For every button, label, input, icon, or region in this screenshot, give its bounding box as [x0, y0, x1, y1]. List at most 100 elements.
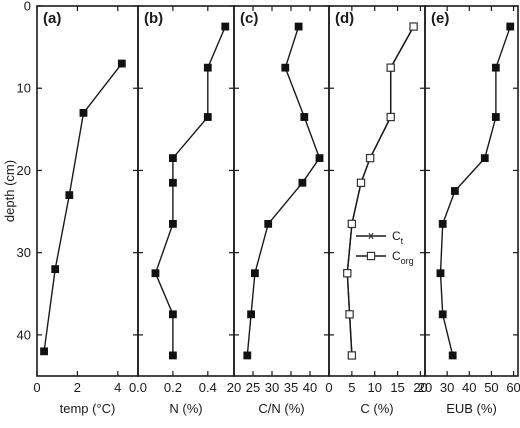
data-point-open-square-8: [347, 351, 357, 360]
series-line: [246, 26, 321, 356]
x-tick-label: 5: [348, 380, 355, 395]
data-point-filled-square-3: [51, 265, 60, 274]
legend-label: Corg: [392, 249, 414, 266]
data-point-filled-square-6: [151, 269, 160, 278]
panel-label: (e): [431, 10, 449, 27]
panel-2: (c) 20 25 30 35 40 C/N (%): [227, 5, 330, 416]
x-tick-label: 30: [440, 380, 454, 395]
x-tick-label: 0.4: [199, 380, 217, 395]
x-tick-label: 40: [462, 380, 476, 395]
data-point-open-square-2: [386, 112, 395, 122]
data-point-filled-square-7: [169, 310, 177, 319]
data-point-filled-square-2: [203, 113, 212, 121]
panel-label: (d): [335, 10, 354, 27]
data-point-filled-square-5: [264, 219, 273, 228]
x-tick-label: 50: [484, 380, 498, 395]
data-point-asterisk-legend-0: [367, 232, 375, 240]
x-tick-label: 15: [390, 380, 404, 395]
legend-label-main: C: [392, 229, 401, 243]
data-point-open-square-4: [356, 178, 366, 187]
series-0: [436, 22, 515, 360]
panel-frame: [233, 5, 330, 377]
x-tick-label: 30: [265, 380, 279, 395]
series-0: [343, 23, 418, 359]
x-tick-label: 25: [246, 380, 260, 395]
data-point-filled-square-7: [438, 310, 447, 319]
data-point-filled-square-3: [315, 154, 324, 163]
data-point-filled-square-1: [203, 63, 212, 72]
x-axis-title: N (%): [169, 401, 202, 416]
panel-label: (a): [43, 10, 61, 27]
x-tick-label: 4: [114, 380, 121, 395]
data-point-filled-square-0: [221, 22, 230, 31]
data-point-open-square-6: [343, 269, 352, 278]
y-axis-title: depth (cm): [2, 160, 17, 222]
y-tick-label: 10: [17, 81, 31, 96]
y-tick-label: 20: [17, 163, 31, 178]
data-point-filled-square-0: [294, 22, 303, 31]
x-tick-label: 20: [413, 380, 427, 395]
data-point-filled-square-6: [251, 269, 259, 278]
data-point-filled-square-3: [169, 154, 177, 163]
y-tick-label: 40: [17, 327, 31, 342]
data-point-open-square-5: [347, 219, 357, 229]
panel-1: (b) 0.0 0.2 0.4 N (%): [129, 5, 235, 416]
series-line: [154, 26, 226, 356]
x-tick-label: 0: [325, 380, 332, 395]
data-point-filled-square-0: [117, 59, 126, 68]
x-tick-label: 10: [367, 380, 381, 395]
x-axis-title: temp (°C): [60, 401, 116, 416]
legend-label-main: C: [392, 249, 401, 263]
panel-0: (a) 0 2 4 temp (°C) 0 10 20 30 40 depth (cm): [2, 0, 139, 416]
data-point-open-square-3: [365, 153, 375, 163]
data-point-filled-square-1: [491, 63, 500, 72]
x-tick-label: 0: [33, 380, 40, 395]
x-tick-label: 20: [227, 380, 241, 395]
chart-panels: (a) 0 2 4 temp (°C) 0 10 20 30 40 depth (cm) (b) 0.0…: [2, 0, 520, 416]
data-point-filled-square-2: [491, 113, 500, 121]
x-axis-title: EUB (%): [446, 401, 497, 416]
panel-label: (b): [144, 10, 163, 27]
data-point-open-square-7: [345, 310, 354, 319]
data-point-filled-square-2: [65, 191, 74, 200]
data-point-filled-square-1: [79, 108, 88, 117]
data-point-filled-square-0: [506, 22, 515, 31]
x-tick-label: 2: [74, 380, 81, 395]
data-point-filled-square-7: [247, 310, 255, 319]
data-point-open-square-1: [386, 63, 395, 72]
y-tick-label: 30: [17, 245, 31, 260]
data-point-filled-square-4: [40, 347, 48, 356]
series-line: [439, 26, 511, 356]
data-point-filled-square-5: [438, 219, 447, 228]
legend-label-subscript: org: [401, 256, 414, 266]
x-axis-title: C/N (%): [258, 401, 304, 416]
data-point-filled-square-1: [281, 63, 290, 72]
data-point-filled-square-4: [450, 187, 459, 195]
panel-label: (c): [240, 10, 258, 27]
legend-label: Ct: [392, 229, 404, 246]
series-0: [243, 22, 324, 360]
panel-4: (e) 20 30 40 50 60 EUB (%): [418, 5, 520, 416]
data-point-filled-square-8: [169, 351, 177, 360]
series-1: [343, 22, 418, 360]
legend-label-subscript: t: [401, 236, 404, 246]
x-tick-label: 0.2: [164, 380, 182, 395]
panel-frame: [424, 5, 519, 377]
data-point-filled-square-8: [243, 351, 252, 360]
x-tick-label: 60: [506, 380, 520, 395]
series-line: [43, 63, 123, 352]
x-axis-title: C (%): [360, 401, 393, 416]
panel-frame: [137, 5, 235, 377]
y-tick-label: 0: [24, 0, 31, 14]
data-point-filled-square-4: [298, 178, 307, 187]
data-point-filled-square-6: [436, 269, 445, 278]
data-point-filled-square-8: [448, 351, 457, 360]
x-tick-label: 0.0: [129, 380, 147, 395]
data-point-filled-square-2: [300, 113, 309, 121]
series-0: [40, 59, 126, 356]
data-point-filled-square-5: [169, 219, 177, 228]
series-line: [346, 26, 415, 356]
